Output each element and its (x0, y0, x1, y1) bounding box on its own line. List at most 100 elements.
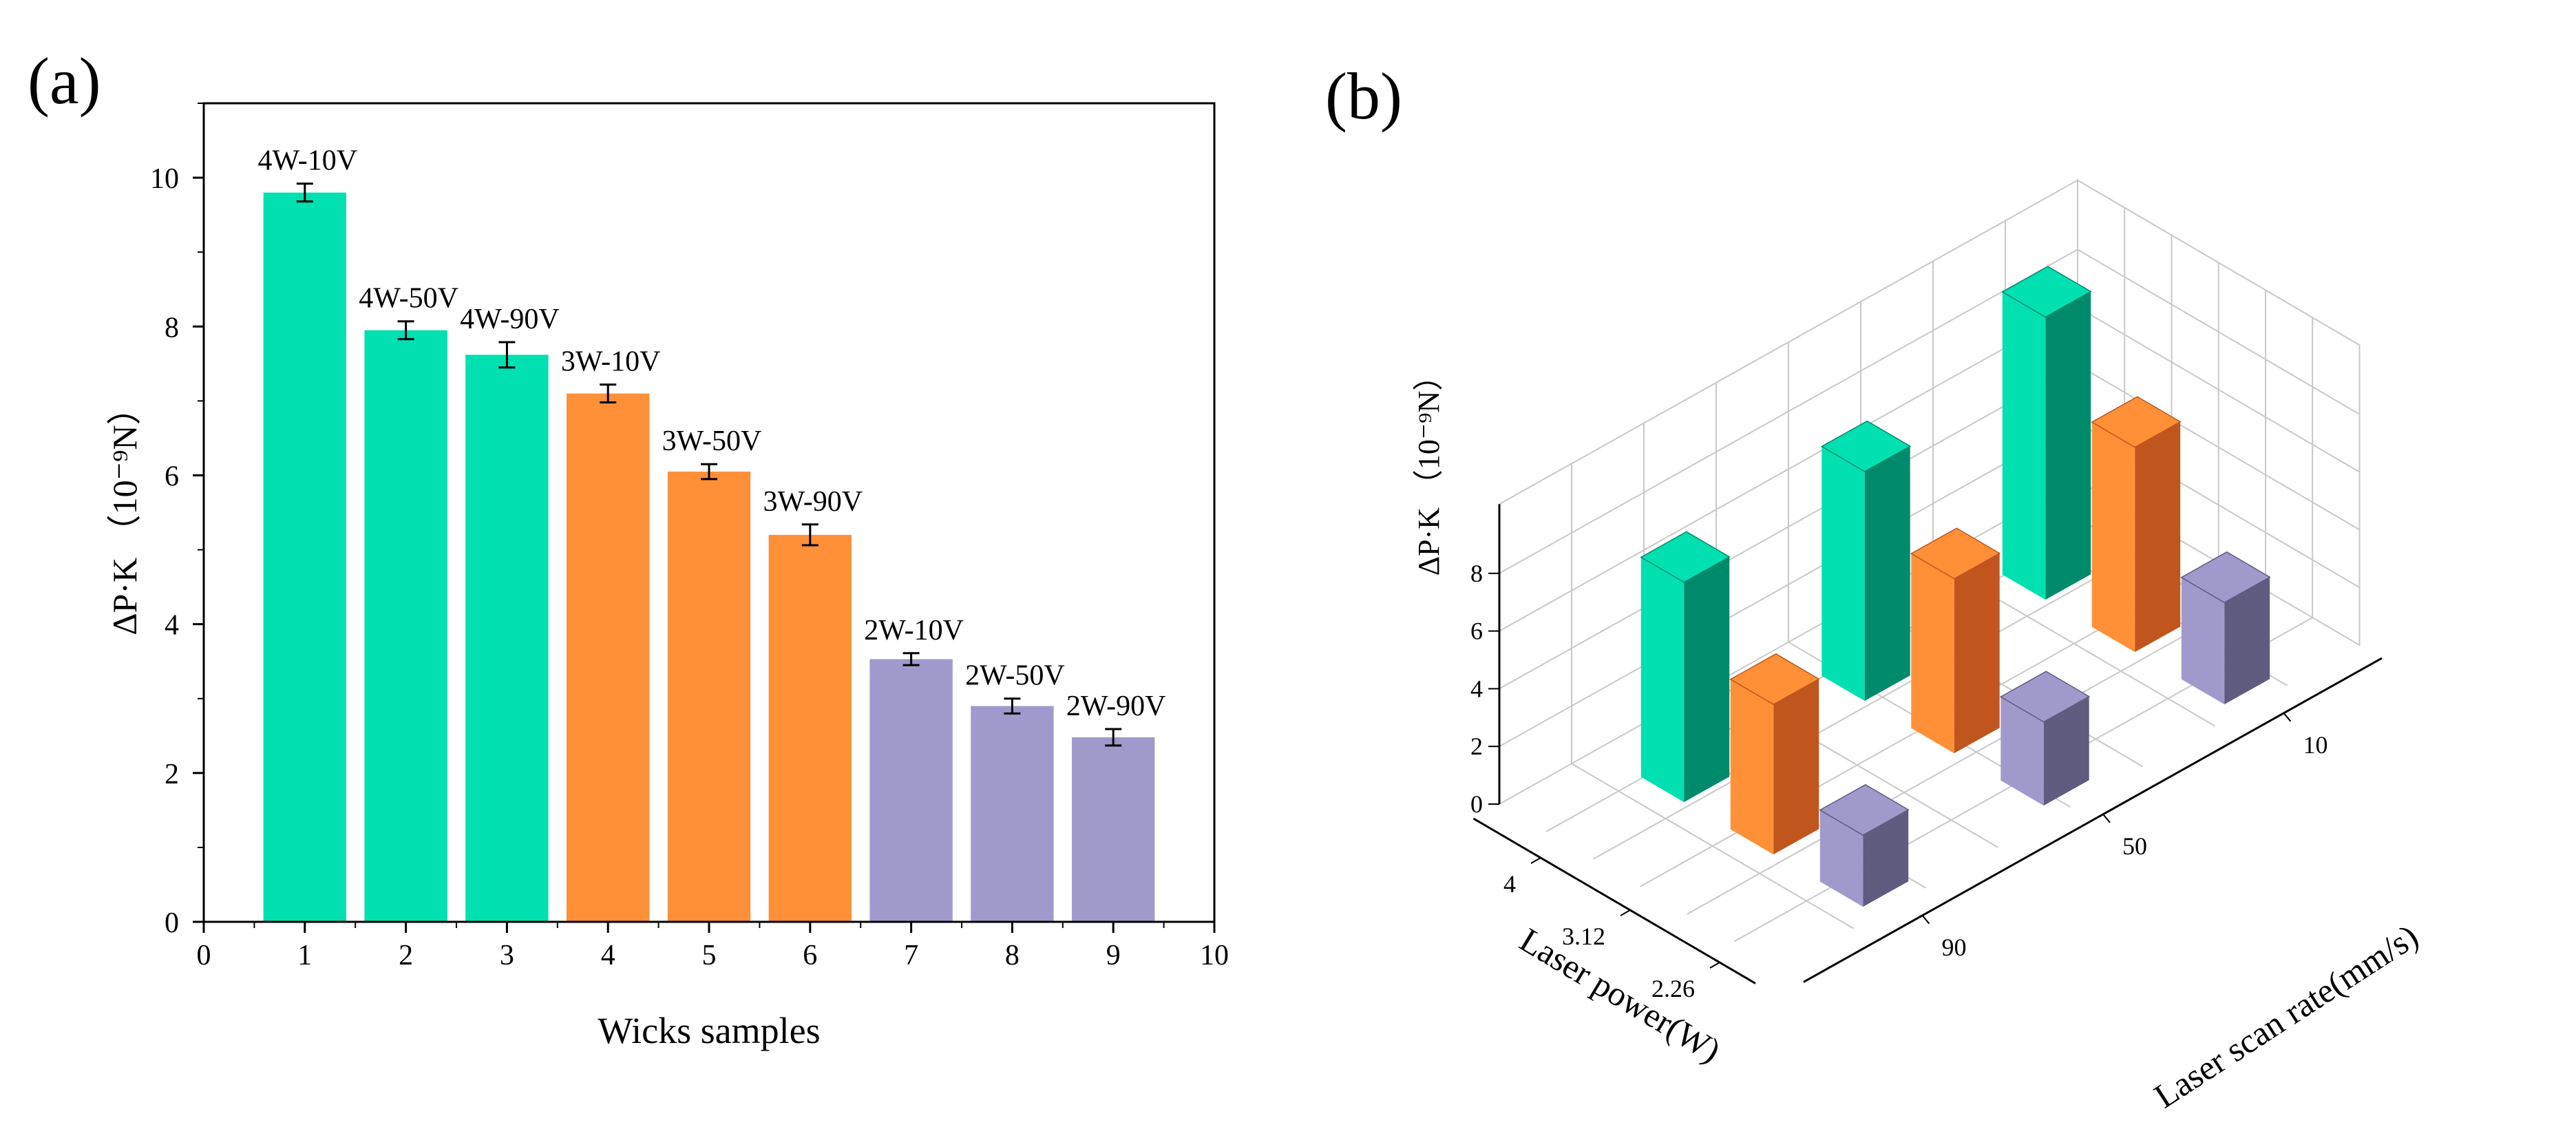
z-tick-label: 8 (1470, 560, 1483, 587)
bar3d-3.12W-90 (1729, 653, 1820, 855)
bar3d-4W-90 (1640, 531, 1731, 803)
z-tick-label: 4 (1470, 675, 1483, 702)
rate-axis-label: Laser scan rate(mm/s) (2147, 916, 2425, 1115)
bar-label: 4W-10V (257, 145, 357, 177)
bar3d-top-face (1910, 527, 2001, 580)
bar3d-side-face (1954, 553, 2000, 754)
power-tick (1709, 962, 1720, 969)
bar3d-top-face (1729, 653, 1820, 706)
bar3d-side-face (2224, 577, 2270, 705)
power-tick-label: 2.26 (1651, 975, 1695, 1002)
rate-tick-label: 50 (2122, 832, 2147, 860)
panel-b-tag: (b) (1325, 59, 1402, 133)
bar3d-front-face (1911, 554, 1954, 754)
bars-3d (1640, 266, 2271, 907)
y-tick-label: 6 (165, 461, 179, 492)
bar3d-front-face (1730, 679, 1774, 855)
bar3d-front-face (1819, 810, 1864, 907)
x-tick-label: 9 (1106, 940, 1121, 971)
rate-tick-label: 10 (2303, 731, 2328, 759)
bar3d-top-face (2091, 396, 2182, 448)
power-tick (1530, 857, 1541, 864)
bar3d-front-face (2091, 422, 2135, 653)
bar3d-top-face (1640, 531, 1731, 583)
power-tick (1620, 909, 1631, 916)
bar3d-side-face (2043, 696, 2089, 806)
rate-tick (2102, 814, 2111, 823)
z-tick-label: 2 (1470, 733, 1483, 760)
rate-tick (2283, 713, 2292, 722)
bar3d-front-face (2000, 697, 2044, 806)
bar3d-side-face (1863, 810, 1909, 907)
rate-axis (1803, 657, 2383, 983)
x-tick-label: 7 (904, 940, 918, 971)
bar-label: 2W-10V (864, 615, 964, 646)
bar-label: 2W-90V (1066, 691, 1166, 722)
bar3d-front-face (1640, 557, 1685, 803)
bar-chart-3d-b: 0 2 4 6 8 4 3.12 2.26 10 50 90 ΔP·K （10⁻⁹N） Laser … (1412, 179, 2425, 1115)
x-tick-label: 4 (601, 940, 615, 971)
bar3d-3.12W-50 (1910, 527, 2001, 754)
panel-a-tag: (a) (28, 44, 101, 118)
x-axis-ticks: 0 1 2 3 4 5 6 7 8 9 10 (197, 922, 1229, 971)
y-tick-label: 0 (165, 907, 179, 939)
y-tick-label: 2 (165, 759, 179, 790)
y-axis-ticks: 0 2 4 6 8 10 (150, 103, 204, 939)
bar3d-top-face (2180, 551, 2271, 604)
bar3d-top-face (1819, 783, 1910, 836)
bar3d-2.26W-10 (2180, 551, 2271, 705)
y-axis-label: ΔP·K （10⁻⁹N） (105, 390, 144, 635)
bar3d-top-face (1820, 420, 1912, 472)
x-tick-label: 1 (297, 940, 312, 971)
x-tick-label: 10 (1200, 940, 1229, 971)
bar3d-side-face (2135, 421, 2181, 653)
y-tick-label: 10 (150, 163, 179, 195)
bar3d-4W-50 (1820, 420, 1912, 702)
bar3d-side-face (1864, 446, 1910, 702)
axes: 0 2 4 6 8 4 3.12 2.26 10 50 90 (1470, 504, 2383, 1002)
bar3d-side-face (1684, 556, 1730, 803)
bar3d-side-face (2045, 291, 2091, 600)
bar3d-2.26W-90 (1819, 783, 1910, 907)
y-tick-label: 8 (165, 312, 179, 344)
power-axis (1472, 817, 1756, 984)
x-tick-label: 0 (197, 940, 211, 971)
bar-4W-50V (364, 330, 447, 923)
bars (263, 192, 1155, 923)
bar3d-front-face (2002, 292, 2046, 600)
z-tick-label: 0 (1470, 790, 1483, 818)
bar3d-side-face (1773, 679, 1819, 855)
error-bars (296, 182, 1122, 747)
rate-tick-label: 90 (1942, 934, 1967, 961)
x-tick-label: 2 (399, 940, 413, 971)
bar-4W-90V (465, 355, 549, 922)
bar-label: 2W-50V (965, 660, 1065, 692)
bar3d-top-face (1999, 671, 2091, 723)
rate-tick (1921, 915, 1930, 925)
bar-3W-10V (567, 393, 650, 922)
x-tick-label: 3 (500, 940, 514, 971)
y-tick-label: 4 (165, 610, 179, 642)
bar-label: 4W-90V (460, 304, 560, 335)
x-axis-label: Wicks samples (598, 1010, 820, 1051)
bar-label: 4W-50V (359, 283, 458, 315)
bar-3W-90V (768, 534, 852, 922)
bar-2W-10V (869, 659, 953, 922)
bar3d-3.12W-10 (2091, 396, 2182, 653)
bar3d-top-face (2001, 266, 2092, 318)
bar3d-4W-10 (2001, 266, 2092, 600)
power-tick-label: 4 (1503, 870, 1516, 898)
bar3d-front-face (2181, 577, 2225, 705)
bar-label: 3W-50V (662, 425, 762, 457)
bar-2W-90V (1072, 737, 1155, 922)
x-tick-label: 6 (803, 940, 817, 971)
bar-label: 3W-90V (763, 486, 863, 518)
x-tick-label: 5 (702, 940, 717, 971)
bar3d-front-face (1822, 446, 1865, 702)
x-tick-label: 8 (1005, 940, 1020, 971)
z-axis-label: ΔP·K （10⁻⁹N） (1412, 361, 1446, 576)
z-tick-label: 6 (1470, 618, 1483, 645)
bar-2W-50V (971, 706, 1054, 922)
